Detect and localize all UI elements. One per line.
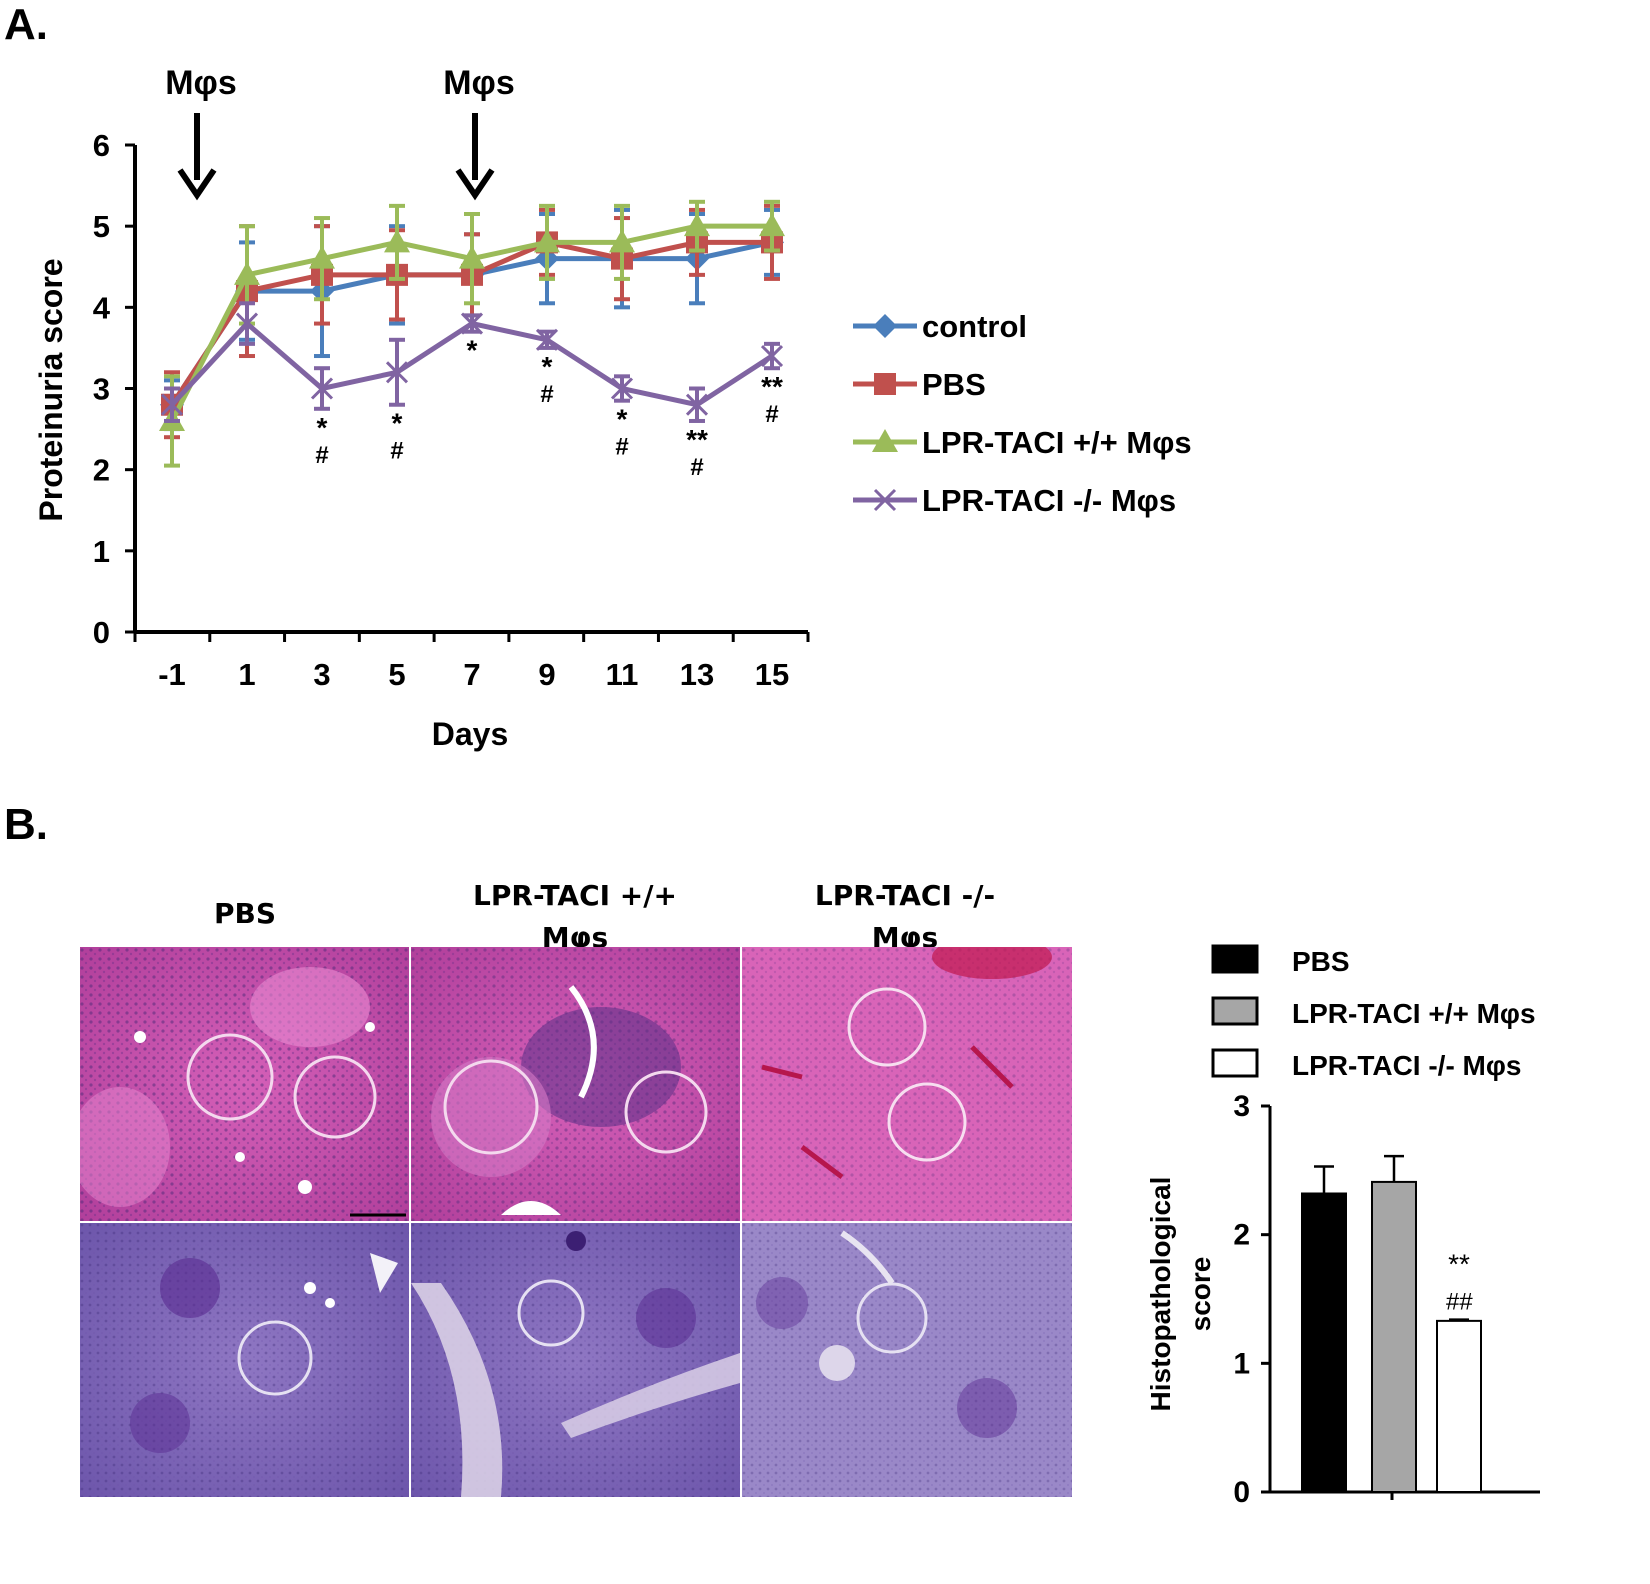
- micrograph-taci-pos-he: [411, 947, 740, 1221]
- data-point: [384, 229, 410, 253]
- he-tissue-image: [742, 947, 1072, 1221]
- significance-hash: ##: [1446, 1289, 1473, 1316]
- x-tick-label: 3: [313, 657, 330, 692]
- histology-column-title: LPR-TACI +/+ Mφs: [473, 879, 677, 954]
- data-point: [610, 377, 634, 400]
- significance-star: *: [317, 412, 328, 443]
- y-tick-label: 0: [93, 615, 110, 650]
- y-tick-label: 5: [93, 209, 110, 244]
- bar: [1301, 1192, 1347, 1493]
- y-tick-label: 2: [1233, 1219, 1250, 1252]
- data-point: [385, 361, 409, 384]
- micrograph-pbs-pas: [80, 1223, 409, 1497]
- legend-label: LPR-TACI +/+ Mφs: [922, 425, 1192, 460]
- down-arrow-icon: [177, 168, 217, 201]
- significance-hash: #: [390, 438, 403, 465]
- series-3: [160, 301, 784, 423]
- y-tick-label: 3: [1233, 1090, 1250, 1123]
- legend-label: LPR-TACI -/- Mφs: [1292, 1050, 1521, 1081]
- panel-b-label: B.: [4, 800, 48, 849]
- significance-star: *: [542, 351, 553, 382]
- x-tick-label: 13: [680, 657, 714, 692]
- pas-tissue-image: [80, 1223, 409, 1497]
- pas-tissue-image: [742, 1223, 1072, 1497]
- micrograph-pbs-he: [80, 947, 409, 1221]
- y-tick-label: 4: [93, 290, 111, 325]
- y-tick-label: 1: [1233, 1347, 1250, 1380]
- y-tick-label: 1: [93, 534, 110, 569]
- data-point: [459, 245, 485, 269]
- legend-marker: [873, 314, 897, 338]
- significance-star: *: [617, 404, 628, 435]
- data-point: [760, 344, 784, 368]
- micrograph-taci-neg-he: [742, 947, 1072, 1221]
- significance-star: **: [686, 424, 708, 455]
- legend-label: LPR-TACI -/- Mφs: [922, 483, 1176, 518]
- legend-swatch: [1211, 944, 1259, 974]
- micrograph-taci-pos-pas: [411, 1223, 740, 1497]
- pas-tissue-image: [411, 1223, 740, 1497]
- y-axis-label-line: Histopathological: [1145, 1177, 1176, 1412]
- legend-swatch: [1211, 1048, 1259, 1078]
- x-tick-label: 5: [388, 657, 405, 692]
- series-2: [159, 199, 785, 468]
- data-point: [684, 213, 710, 237]
- bar: [1371, 1180, 1417, 1493]
- data-point: [235, 312, 259, 335]
- panel-a-label: A.: [4, 0, 48, 49]
- x-tick-label: -1: [158, 657, 186, 692]
- significance-star: *: [467, 335, 478, 366]
- data-point: [535, 328, 559, 351]
- down-arrow-icon: [455, 168, 495, 201]
- he-tissue-image: [80, 947, 409, 1221]
- x-tick-label: 1: [238, 657, 255, 692]
- data-point: [685, 393, 709, 416]
- significance-star: **: [761, 371, 783, 402]
- data-point: [759, 213, 785, 237]
- significance-hash: #: [315, 442, 328, 469]
- legend-label: PBS: [922, 367, 986, 402]
- x-tick-label: 9: [538, 657, 555, 692]
- x-tick-label: 15: [755, 657, 789, 692]
- bar: [1436, 1319, 1482, 1493]
- histopathology-bar-chart: PBS LPR-TACI +/+ Mφs LPR-TACI -/- Mφs 0 1 2 3 H…: [1145, 944, 1540, 1509]
- data-point: [460, 312, 484, 335]
- data-point: [234, 261, 260, 285]
- y-axis-label: Histopathological score: [1145, 1177, 1216, 1412]
- arrow-label: Mφs: [165, 64, 237, 102]
- arrow-label: Mφs: [443, 64, 515, 102]
- data-point: [534, 229, 560, 253]
- legend-label: LPR-TACI +/+ Mφs: [1292, 998, 1536, 1029]
- significance-star: *: [392, 408, 403, 439]
- legend-marker: [874, 373, 896, 395]
- data-point: [309, 245, 335, 269]
- significance-star: **: [1448, 1249, 1470, 1280]
- y-tick-label: 6: [93, 128, 110, 163]
- he-tissue-image: [411, 947, 740, 1221]
- legend-label: control: [922, 309, 1027, 344]
- x-tick-label: 7: [463, 657, 480, 692]
- y-tick-label: 2: [93, 453, 110, 488]
- x-axis-label: Days: [432, 716, 509, 752]
- micrograph-taci-neg-pas: [742, 1223, 1072, 1497]
- legend-swatch: [1211, 996, 1259, 1026]
- data-point: [160, 393, 184, 416]
- legend-label: PBS: [1292, 946, 1350, 977]
- y-axis-label-line: score: [1185, 1257, 1216, 1332]
- significance-hash: #: [690, 454, 703, 481]
- data-point: [310, 377, 334, 400]
- significance-hash: #: [615, 434, 628, 461]
- histology-column-title: PBS: [213, 897, 277, 930]
- significance-hash: #: [765, 401, 778, 428]
- y-axis-label: Proteinuria score: [33, 258, 69, 521]
- legend-marker: [872, 429, 898, 452]
- data-point: [609, 229, 635, 253]
- x-tick-label: 11: [606, 657, 639, 692]
- y-tick-label: 0: [1233, 1476, 1250, 1509]
- micrograph-grid: [80, 947, 1072, 1497]
- legend-marker: [873, 488, 897, 512]
- y-tick-label: 3: [93, 372, 110, 407]
- significance-hash: #: [540, 381, 553, 408]
